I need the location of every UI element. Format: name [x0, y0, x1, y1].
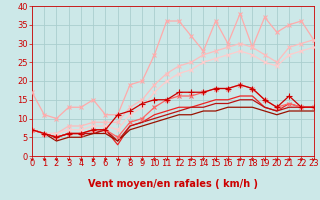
- X-axis label: Vent moyen/en rafales ( km/h ): Vent moyen/en rafales ( km/h ): [88, 179, 258, 189]
